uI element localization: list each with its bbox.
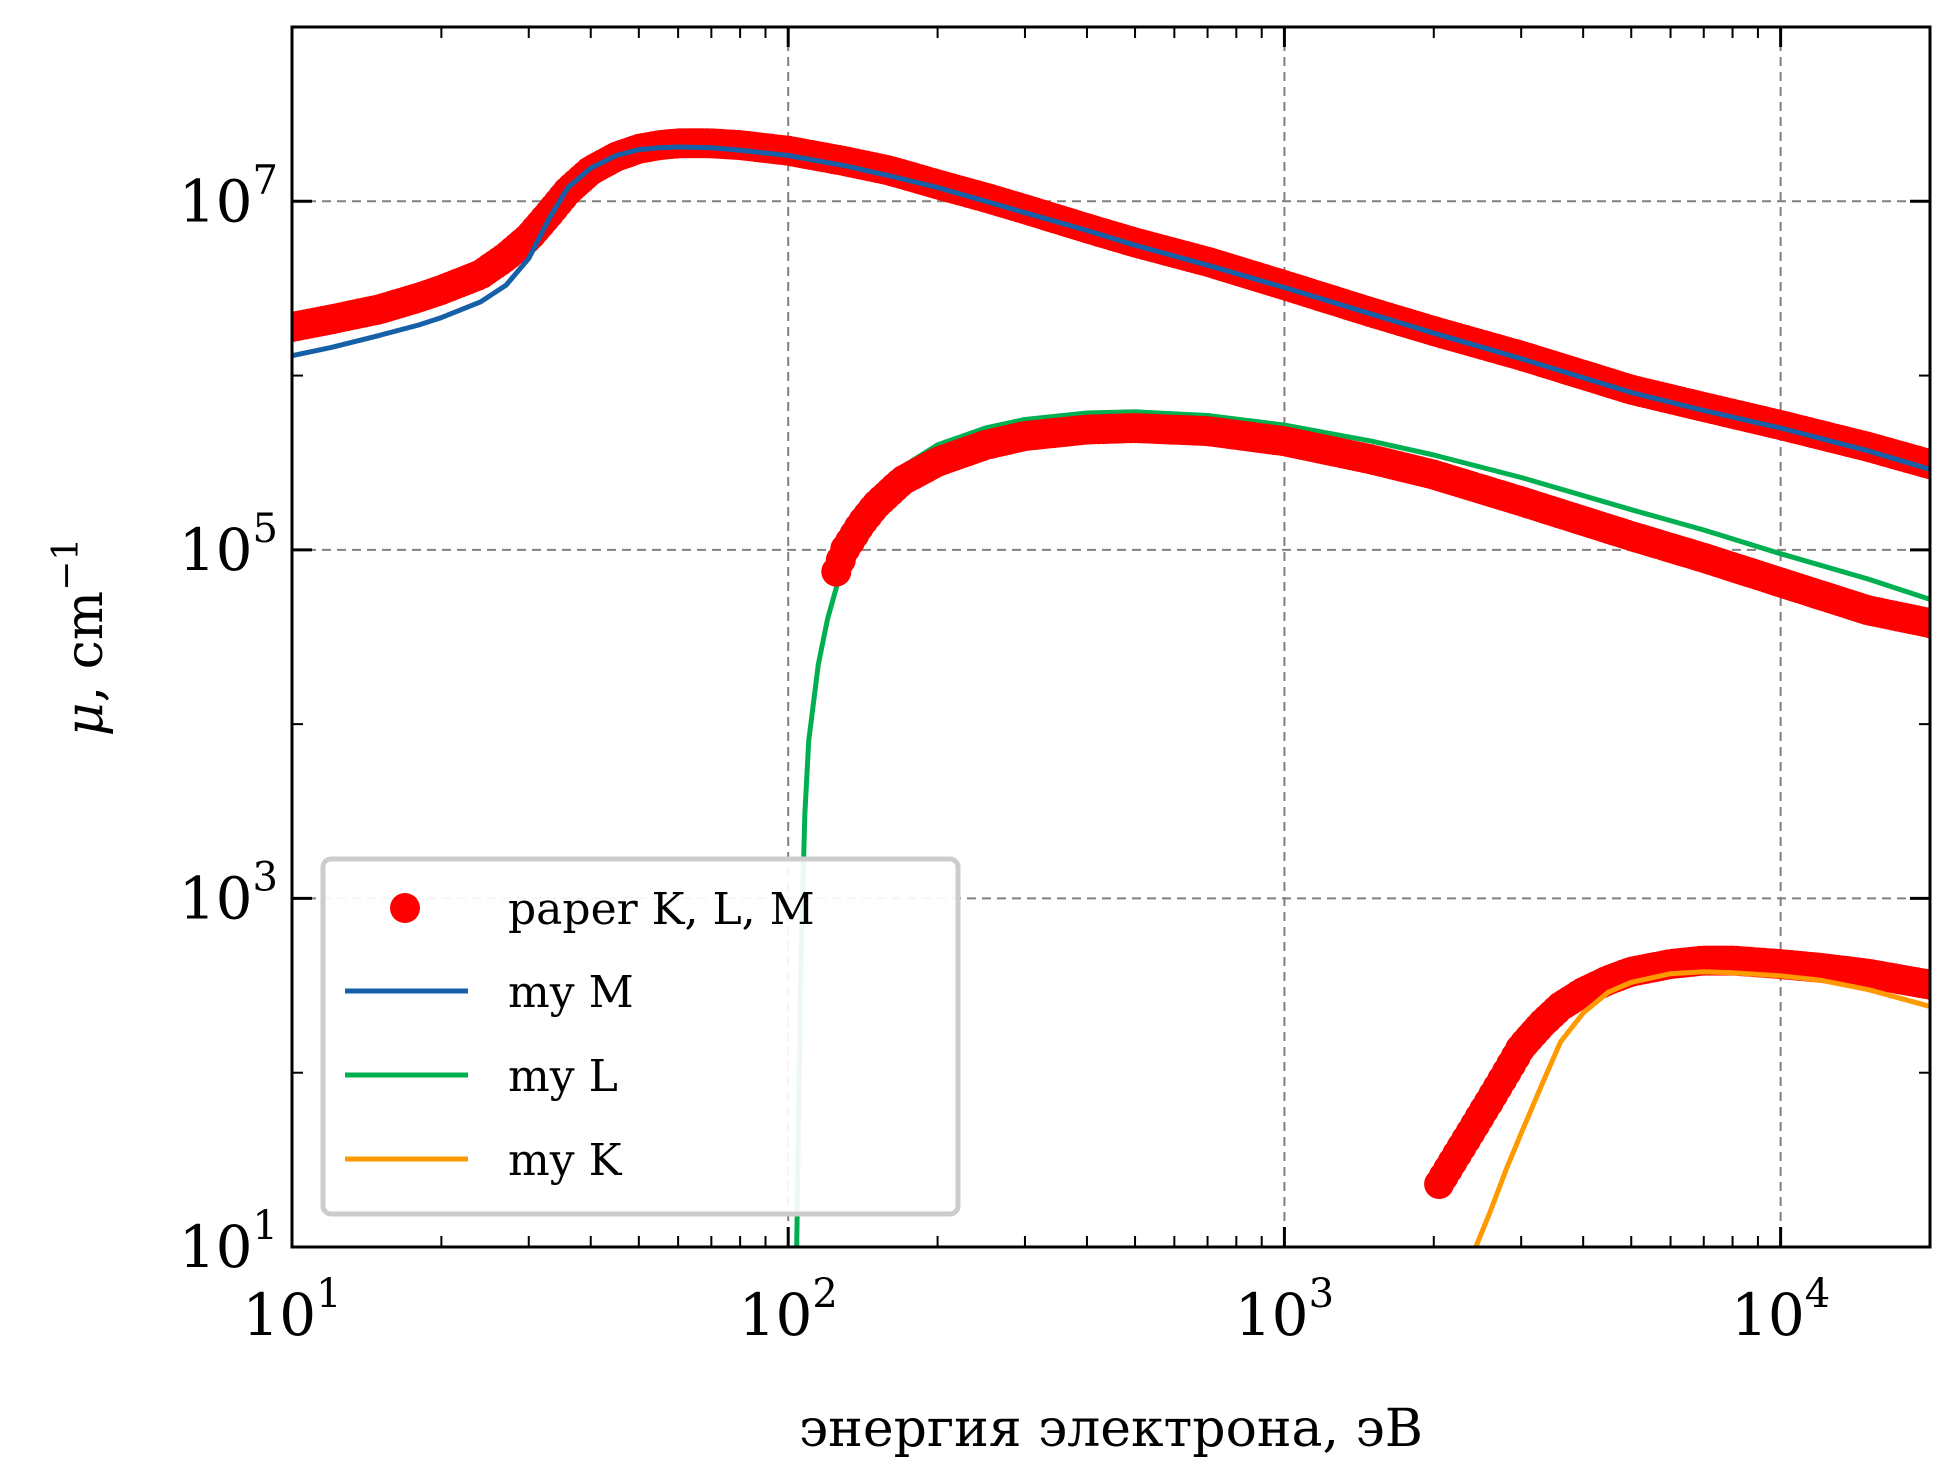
tick-label-base: 10	[242, 1281, 316, 1349]
tick-label-base: 10	[1731, 1281, 1805, 1349]
x-tick-label: 102	[739, 1271, 838, 1349]
series-line-my-l	[794, 409, 1930, 1247]
tick-label-exponent: 1	[316, 1271, 341, 1317]
tick-label-exponent: 2	[812, 1271, 837, 1317]
x-axis-label: энергия электрона, эВ	[799, 1399, 1423, 1459]
data-point-paper-seg0	[1915, 449, 1930, 480]
series-layer	[292, 128, 1930, 1247]
tick-label-base: 10	[179, 1213, 253, 1281]
tick-label-base: 10	[179, 516, 253, 584]
tick-label-exponent: 7	[253, 157, 278, 203]
y-axis-unit-exponent: −1	[46, 538, 87, 591]
tick-label-exponent: 4	[1805, 1271, 1830, 1317]
tick-label-base: 10	[179, 167, 253, 235]
legend-label-my-l: my L	[508, 1051, 618, 1102]
legend-box	[320, 856, 961, 1217]
tick-label-exponent: 5	[253, 506, 278, 552]
plot-frame	[290, 25, 1932, 1249]
y-tick-label: 107	[179, 157, 278, 235]
tick-label-exponent: 3	[253, 854, 278, 900]
data-point-paper-seg2	[1915, 969, 1930, 1000]
tick-label-exponent: 3	[1309, 1271, 1334, 1317]
tick-label-base: 10	[1235, 1281, 1309, 1349]
series-line-my-k	[1473, 969, 1930, 1247]
y-tick-label: 101	[179, 1203, 278, 1281]
series-line-my-m	[292, 144, 1930, 472]
x-tick-label: 103	[1235, 1271, 1334, 1349]
y-axis-symbol: μ	[55, 702, 115, 736]
y-tick-label: 105	[179, 506, 278, 584]
legend-label-my-m: my M	[508, 967, 634, 1018]
tick-label-base: 10	[739, 1281, 813, 1349]
x-tick-label: 104	[1731, 1271, 1830, 1349]
tick-label-exponent: 1	[253, 1203, 278, 1249]
x-tick-label: 101	[242, 1271, 341, 1349]
legend-label-my-k: my K	[508, 1135, 623, 1186]
legend-marker-paper	[390, 893, 420, 923]
legend: paper K, L, M my M my L my K	[320, 856, 961, 1217]
data-point-paper-seg1	[1915, 608, 1930, 639]
y-axis-unit: , cm	[55, 591, 115, 703]
y-axis-label: μ, cm−1	[46, 538, 115, 736]
y-tick-label: 103	[179, 854, 278, 932]
legend-label-paper: paper K, L, M	[508, 884, 815, 935]
tick-label-base: 10	[179, 864, 253, 932]
